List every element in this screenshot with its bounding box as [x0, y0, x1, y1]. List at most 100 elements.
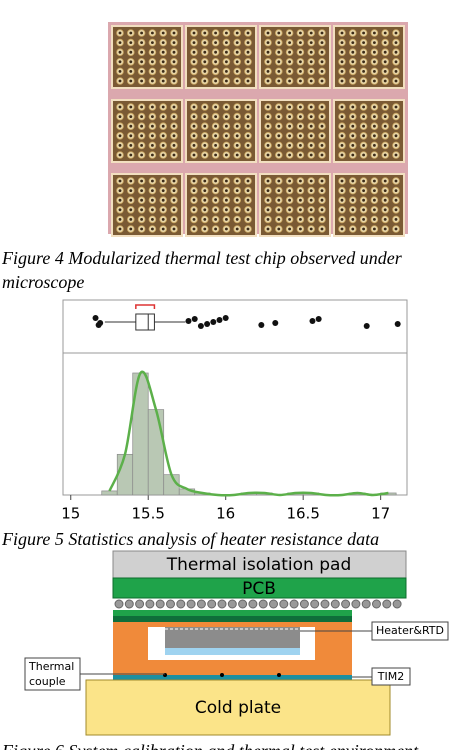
solder-ball	[196, 599, 206, 609]
callout-box	[24, 657, 81, 691]
via	[288, 208, 291, 212]
via	[151, 189, 154, 193]
via	[214, 79, 218, 83]
via	[246, 198, 250, 202]
via	[214, 124, 218, 128]
via	[203, 105, 207, 109]
callout-label: TIM2	[377, 670, 404, 683]
via	[362, 218, 365, 221]
via	[277, 227, 281, 231]
via	[373, 227, 376, 231]
via	[129, 144, 133, 147]
via	[340, 227, 344, 231]
chip-module	[259, 173, 331, 237]
via	[362, 124, 365, 128]
via	[246, 105, 250, 109]
figure-5-chart: 15 15.5 16 16.5 17	[61, 304, 401, 523]
via	[129, 208, 133, 212]
via	[203, 115, 207, 118]
via	[394, 124, 398, 128]
via	[118, 227, 122, 231]
via	[277, 79, 281, 83]
via	[394, 208, 398, 212]
via	[362, 227, 365, 231]
layer-label: Thermal isolation pad	[166, 555, 352, 575]
solder-ball	[299, 599, 309, 609]
outlier	[92, 315, 99, 321]
via	[203, 227, 207, 231]
via	[288, 227, 291, 231]
via	[140, 208, 144, 212]
via	[235, 105, 239, 109]
via	[309, 134, 313, 138]
via	[320, 41, 324, 44]
via	[235, 208, 239, 212]
solder-ball	[217, 599, 227, 609]
via	[288, 60, 291, 64]
via	[299, 31, 302, 35]
via	[246, 179, 250, 183]
via	[203, 41, 207, 44]
via	[129, 179, 133, 183]
via	[383, 50, 387, 54]
via	[299, 41, 302, 44]
via	[373, 144, 376, 147]
via	[140, 189, 144, 193]
via	[277, 50, 281, 54]
via	[362, 41, 365, 44]
via	[288, 218, 291, 221]
via	[394, 50, 398, 54]
via	[118, 218, 122, 221]
via	[309, 218, 313, 221]
via	[288, 115, 291, 118]
via	[118, 60, 122, 64]
via	[161, 218, 165, 221]
via	[225, 79, 228, 83]
via	[266, 124, 270, 128]
via	[235, 124, 239, 128]
tim2-layer	[113, 675, 352, 680]
outlier	[210, 319, 217, 325]
via	[129, 218, 133, 221]
via	[362, 70, 365, 73]
via	[266, 60, 270, 64]
via	[140, 31, 144, 35]
via	[266, 153, 270, 157]
via	[246, 115, 250, 118]
via	[351, 124, 355, 128]
via	[266, 105, 270, 109]
via	[299, 124, 302, 128]
test-chip	[165, 627, 300, 648]
via	[277, 70, 281, 73]
via	[235, 144, 239, 147]
via	[373, 134, 376, 138]
via	[192, 179, 196, 183]
via	[151, 70, 154, 73]
via	[246, 31, 250, 35]
via	[383, 198, 387, 202]
via	[299, 153, 302, 157]
via	[214, 179, 218, 183]
via	[309, 144, 313, 147]
via	[288, 79, 291, 83]
via	[299, 115, 302, 118]
layer-label: PCB	[242, 579, 276, 599]
via	[394, 218, 398, 221]
substrate-layer	[113, 616, 352, 622]
via	[235, 70, 239, 73]
via	[383, 208, 387, 212]
via	[362, 189, 365, 193]
solder-ball	[361, 599, 371, 609]
via	[161, 227, 165, 231]
figure-4-image	[108, 22, 408, 237]
via	[320, 31, 324, 35]
via	[394, 115, 398, 118]
via	[383, 79, 387, 83]
via	[362, 144, 365, 147]
via	[172, 144, 176, 147]
via	[172, 70, 176, 73]
solder-ball	[124, 599, 134, 609]
via	[192, 115, 196, 118]
via	[373, 208, 376, 212]
